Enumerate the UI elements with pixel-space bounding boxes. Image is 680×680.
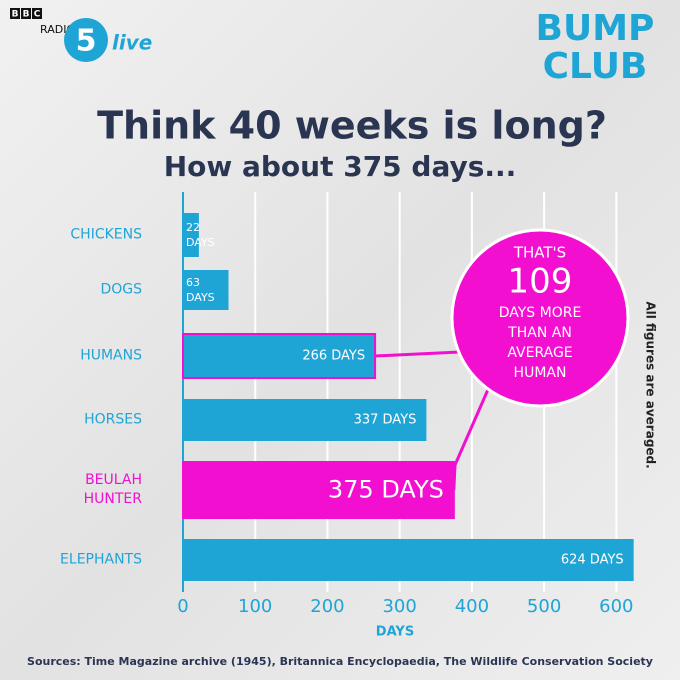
- x-tick-label: 200: [310, 596, 344, 617]
- bbc-letter: B: [23, 10, 30, 20]
- x-tick-label: 600: [599, 596, 633, 617]
- bbc-letter: B: [12, 10, 19, 20]
- callout-text: AVERAGE: [507, 345, 572, 361]
- category-label: BEULAH HUNTER: [83, 472, 142, 507]
- bar: [183, 539, 634, 581]
- bar: [183, 399, 427, 441]
- connector: [375, 350, 461, 358]
- bbc-block: [21, 8, 31, 19]
- bbc-letter: C: [34, 10, 41, 20]
- connector: [452, 384, 492, 491]
- callout-text: 109: [508, 262, 573, 302]
- category-label: HUMANS: [80, 347, 142, 364]
- value-label: 375 DAYS: [327, 475, 444, 504]
- value-label: 266 DAYS: [302, 348, 366, 364]
- callout-circle: [450, 228, 630, 408]
- station-number: 5: [76, 24, 97, 59]
- bar: [182, 333, 377, 379]
- station-logo: [64, 18, 108, 62]
- x-tick-label: 400: [455, 596, 489, 617]
- bar: [183, 213, 199, 257]
- brand-line: CLUB: [543, 46, 648, 87]
- bbc-block: [32, 8, 42, 19]
- callout-text: THAT'S: [513, 244, 566, 262]
- bar: [183, 270, 229, 310]
- bbc-block: [10, 8, 20, 19]
- chart-title: Think 40 weeks is long?: [97, 104, 607, 148]
- x-tick-label: 100: [238, 596, 272, 617]
- category-label: ELEPHANTS: [60, 551, 142, 568]
- category-label: CHICKENS: [70, 226, 142, 243]
- source: Sources: Time Magazine archive (1945), B…: [27, 655, 653, 668]
- brand-line: BUMP: [536, 8, 655, 49]
- note: All figures are averaged.: [644, 301, 658, 468]
- x-axis-label: DAYS: [376, 625, 414, 640]
- callout-text: THAN AN: [507, 325, 572, 341]
- callout-text: HUMAN: [514, 365, 567, 381]
- category-label: HORSES: [84, 411, 142, 428]
- value-label: 22 DAYS: [186, 221, 215, 249]
- bar: [182, 461, 455, 519]
- value-label: 624 DAYS: [560, 552, 624, 568]
- station-name: live: [112, 31, 152, 55]
- x-tick-label: 500: [527, 596, 561, 617]
- x-tick-label: 0: [177, 596, 188, 617]
- callout-text: DAYS MORE: [499, 305, 582, 321]
- category-label: DOGS: [100, 281, 142, 298]
- chart-subtitle: How about 375 days...: [164, 150, 517, 183]
- x-tick-label: 300: [382, 596, 416, 617]
- value-label: 337 DAYS: [353, 412, 417, 428]
- value-label: 63 DAYS: [186, 276, 215, 304]
